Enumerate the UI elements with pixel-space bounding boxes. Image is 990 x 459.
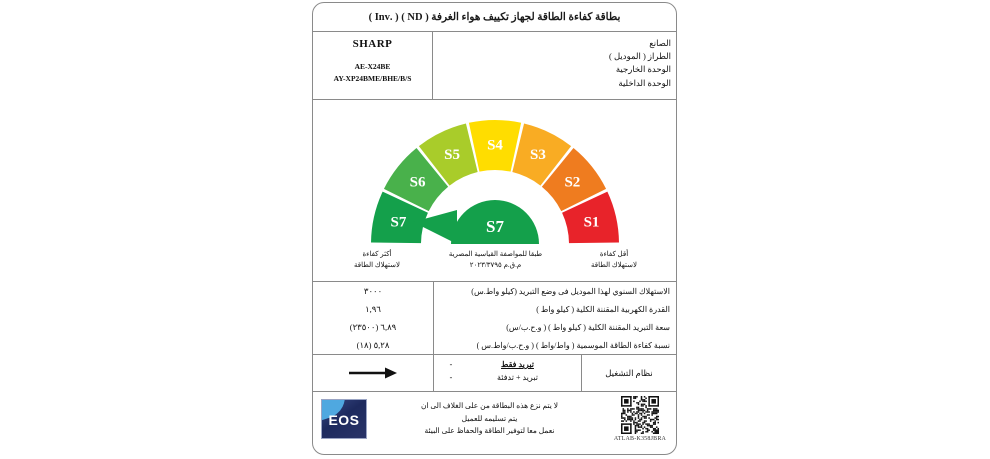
qr-code-text: ATLAB-K358JBRA <box>613 436 667 442</box>
gauge-segment-s1 <box>561 191 619 244</box>
operation-mode-item[interactable]: تبريد + تدفئة - <box>438 372 571 385</box>
caption-most-efficient: أكثر كفاءة لاستهلاك الطاقة <box>323 249 431 270</box>
identity-values: SHARP AE-X24BE AY-XP24BME/BHE/B/S <box>313 32 433 99</box>
indoor-unit-label: الوحدة الداخلية <box>618 77 671 88</box>
indoor-model-value: AY-XP24BME/BHE/B/S <box>333 74 412 83</box>
gauge-segment-label-s6: S6 <box>409 175 425 191</box>
caption-standard-line1: طبقا للمواصفة القياسية المصرية <box>448 250 543 258</box>
operation-arrow-cell <box>313 355 434 391</box>
gauge-segment-label-s7: S7 <box>390 214 406 230</box>
operation-mode-row: تبريد فقط - تبريد + تدفئة - نظام التشغيل <box>313 355 676 392</box>
operation-mode-item[interactable]: تبريد فقط - <box>438 359 571 372</box>
gauge-segment-s6 <box>383 148 448 212</box>
identity-spacer <box>433 32 572 99</box>
operation-mode-label: تبريد فقط <box>501 360 534 369</box>
outdoor-model-value: AE-X24BE <box>354 62 391 71</box>
label-title-row: بطاقة كفاءة الطاقة لجهاز تكييف هواء الغر… <box>313 3 676 32</box>
gauge-selected-rating: S7 <box>486 217 504 236</box>
operation-mode-options: تبريد فقط - تبريد + تدفئة - <box>434 355 582 391</box>
spec-description: الاستهلاك السنوي لهذا الموديل فى وضع الت… <box>471 286 670 296</box>
gauge-segment-s5 <box>418 123 478 186</box>
gauge-captions: أكثر كفاءة لاستهلاك الطاقة طبقا للمواصفة… <box>313 249 676 277</box>
spec-description: نسبة كفاءة الطاقة الموسمية ( واط/واط ) (… <box>476 340 670 350</box>
gauge-pointer-needle <box>412 210 457 244</box>
footer-notice-line3: نعمل معا لتوفير الطاقة والحفاظ على البيئ… <box>424 426 555 436</box>
operation-mode-title: نظام التشغيل <box>605 367 653 378</box>
gauge-segment-s3 <box>511 123 571 186</box>
gauge-segment-label-s3: S3 <box>530 147 546 163</box>
caption-standard-line2: م.ق.م ٢٠٢٣/٣٧٩٥ <box>469 260 522 269</box>
gauge-segment-label-s1: S1 <box>583 214 599 230</box>
efficiency-gauge: S7 S6 S5 S4 S3 S2 S1 S7 <box>370 120 619 244</box>
spec-row: ٦,٨٩ (٢٣٥٠٠) سعة التبريد المقننة الكلية (… <box>313 318 676 336</box>
caption-least-efficient-line2: لاستهلاك الطاقة <box>591 260 637 269</box>
model-label: الطراز ( الموديل ) <box>609 51 671 62</box>
caption-least-efficient: أقل كفاءة لاستهلاك الطاقة <box>560 249 668 270</box>
footer-notice-line2: يتم تسليمه للعميل <box>461 413 518 423</box>
spec-value: ٦,٨٩ (٢٣٥٠٠) <box>313 318 434 336</box>
spec-value: ١,٩٦ <box>313 300 434 318</box>
footer-notice-line1: لا يتم نزع هذه البطاقة من على الغلاف الى… <box>420 400 559 410</box>
gauge-segment-label-s2: S2 <box>564 175 580 191</box>
right-arrow-icon <box>349 367 397 379</box>
gauge-pointer-hub <box>450 200 539 244</box>
specifications-table: ٣٠٠٠ الاستهلاك السنوي لهذا الموديل فى وضع… <box>313 282 676 355</box>
spec-description: سعة التبريد المقننة الكلية ( كيلو واط ) … <box>506 322 670 332</box>
eos-logo-text: EOS <box>328 412 360 428</box>
label-footer: EOS لا يتم نزع هذه البطاقة من على الغلاف… <box>313 392 676 446</box>
gauge-segment-label-s5: S5 <box>444 147 460 163</box>
spec-value: ٣٠٠٠ <box>313 282 434 300</box>
spec-value: ٥,٢٨ (١٨) <box>313 336 434 354</box>
eos-logo-icon: EOS <box>321 399 367 439</box>
caption-least-efficient-line1: أقل كفاءة <box>599 250 629 258</box>
brand-name: SHARP <box>352 38 393 50</box>
spec-row: ٥,٢٨ (١٨) نسبة كفاءة الطاقة الموسمية ( وا… <box>313 336 676 354</box>
qr-section: ATLAB-K358JBRA <box>612 396 668 442</box>
gauge-segment-s7 <box>370 191 428 244</box>
gauge-segment-s2 <box>541 148 606 212</box>
operation-mode-dash: - <box>449 372 453 382</box>
energy-efficiency-label-card: بطاقة كفاءة الطاقة لجهاز تكييف هواء الغر… <box>312 2 677 455</box>
gauge-segment-s4 <box>468 120 521 172</box>
efficiency-gauge-section: S7 S6 S5 S4 S3 S2 S1 S7 أكثر كفاءة لاستهلاك ال… <box>313 100 676 282</box>
spec-row: ١,٩٦ القدرة الكهربية المقننة الكلية ( كيل… <box>313 300 676 318</box>
manufacturer-label: الصانع <box>649 38 671 48</box>
gauge-segment-label-s4: S4 <box>487 137 503 153</box>
page-title: بطاقة كفاءة الطاقة لجهاز تكييف هواء الغر… <box>368 12 621 23</box>
footer-notice: لا يتم نزع هذه البطاقة من على الغلاف الى… <box>367 400 612 438</box>
spec-description: القدرة الكهربية المقننة الكلية ( كيلو وا… <box>536 304 670 314</box>
qr-code-icon[interactable] <box>621 396 659 434</box>
caption-most-efficient-line1: أكثر كفاءة <box>362 250 392 258</box>
identity-section: SHARP AE-X24BE AY-XP24BME/BHE/B/S الصانع… <box>313 32 676 100</box>
operation-mode-dash: - <box>449 360 453 369</box>
outdoor-unit-label: الوحدة الخارجية <box>615 64 671 75</box>
operation-mode-label: تبريد + تدفئة <box>497 372 538 382</box>
caption-most-efficient-line2: لاستهلاك الطاقة <box>354 260 400 269</box>
caption-standard: طبقا للمواصفة القياسية المصرية م.ق.م ٢٠٢… <box>431 249 560 270</box>
spec-row: ٣٠٠٠ الاستهلاك السنوي لهذا الموديل فى وضع… <box>313 282 676 300</box>
identity-labels: الصانع الطراز ( الموديل ) الوحدة الخارجي… <box>572 32 676 99</box>
